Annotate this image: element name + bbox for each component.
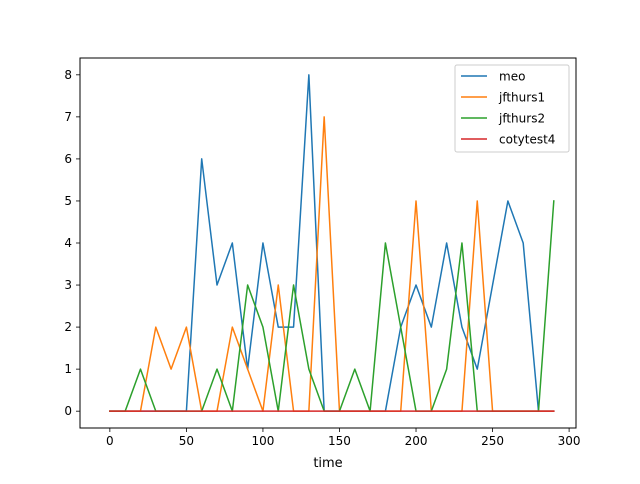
x-tick-label: 0 bbox=[106, 434, 114, 448]
y-tick-label: 2 bbox=[64, 320, 72, 334]
legend-label-jfthurs1: jfthurs1 bbox=[498, 91, 545, 105]
y-tick-label: 0 bbox=[64, 404, 72, 418]
y-tick-label: 6 bbox=[64, 152, 72, 166]
x-tick-label: 100 bbox=[251, 434, 274, 448]
series-lines bbox=[109, 74, 555, 412]
x-tick-label: 250 bbox=[481, 434, 504, 448]
y-tick-label: 4 bbox=[64, 236, 72, 250]
x-axis-ticks: 0 50 100 150 200 250 300 bbox=[106, 428, 581, 448]
series-line-jfthurs1 bbox=[109, 116, 555, 412]
y-tick-label: 3 bbox=[64, 278, 72, 292]
legend: meo jfthurs1 jfthurs2 cotytest4 bbox=[454, 64, 570, 153]
y-tick-label: 8 bbox=[64, 68, 72, 82]
legend-label-jfthurs2: jfthurs2 bbox=[498, 112, 545, 126]
legend-box bbox=[454, 64, 570, 153]
y-axis-ticks: 0 1 2 3 4 5 6 7 8 bbox=[64, 68, 80, 418]
x-tick-label: 150 bbox=[328, 434, 351, 448]
x-tick-label: 50 bbox=[179, 434, 194, 448]
legend-label-meo: meo bbox=[499, 70, 525, 84]
x-tick-label: 300 bbox=[558, 434, 581, 448]
y-tick-label: 5 bbox=[64, 194, 72, 208]
legend-label-cotytest4: cotytest4 bbox=[499, 133, 555, 147]
x-axis-label: time bbox=[313, 456, 342, 471]
y-tick-label: 7 bbox=[64, 110, 72, 124]
x-tick-label: 200 bbox=[405, 434, 428, 448]
series-line-jfthurs2 bbox=[109, 200, 555, 412]
y-tick-label: 1 bbox=[64, 362, 72, 376]
